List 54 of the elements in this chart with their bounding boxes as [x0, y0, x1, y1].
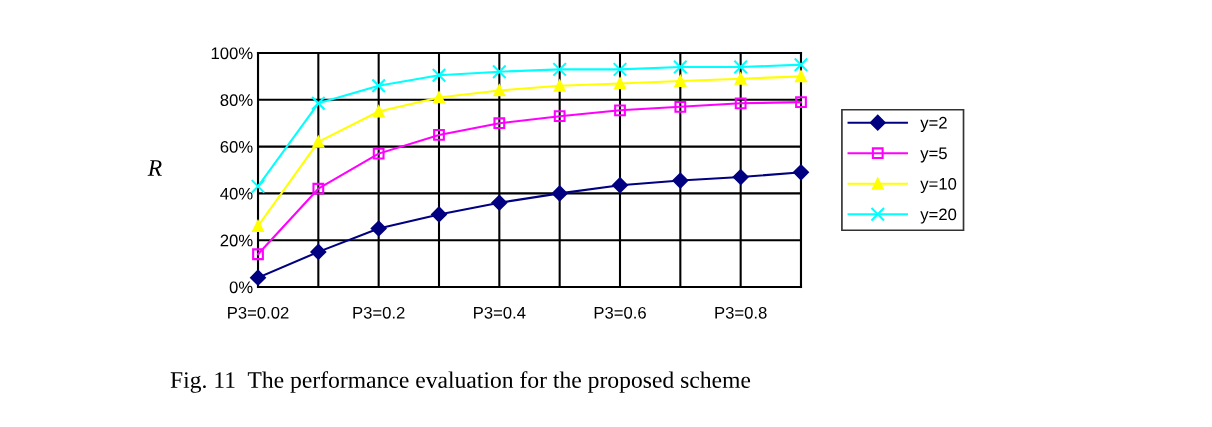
point [433, 129, 445, 141]
point [310, 243, 327, 260]
legend-label: y=5 [920, 147, 947, 163]
point [612, 62, 628, 77]
point [733, 59, 748, 75]
y-tick-label: 20% [220, 234, 253, 247]
point [734, 72, 747, 85]
point [793, 57, 809, 72]
y-axis-title: R [147, 160, 162, 176]
y-tick-label: 60% [220, 141, 253, 153]
point [793, 164, 809, 181]
point [312, 182, 325, 195]
point [372, 105, 385, 118]
legend-label: y=20 [920, 208, 957, 224]
point [614, 104, 626, 117]
point [614, 77, 626, 90]
legend-label: y=10 [920, 177, 957, 194]
point [612, 177, 628, 194]
point [795, 70, 807, 83]
point [552, 62, 567, 77]
point [433, 91, 445, 104]
x-tick-label: P3=0.2 [353, 306, 405, 319]
legend-label: y=2 [920, 116, 947, 132]
point [672, 172, 689, 189]
y-tick-label: 100% [211, 47, 253, 60]
point [311, 96, 326, 111]
point [493, 117, 506, 130]
point [553, 79, 566, 92]
point [493, 84, 506, 97]
point [491, 194, 508, 211]
y-tick-label: 0% [229, 281, 253, 294]
x-tick-label: P3=0.8 [715, 306, 767, 319]
x-tick-label: P3=0.4 [474, 306, 526, 319]
point [371, 78, 386, 94]
y-tick-label: 80% [220, 94, 253, 106]
point [431, 67, 447, 83]
point [252, 248, 264, 261]
y-tick-label: 40% [220, 187, 253, 200]
point [492, 64, 507, 80]
point [734, 97, 747, 110]
point [372, 147, 385, 160]
x-tick-label: P3=0.02 [228, 306, 289, 319]
point [370, 220, 387, 237]
point [551, 185, 568, 202]
point [553, 110, 566, 123]
point [674, 100, 687, 113]
point [732, 169, 749, 185]
point [674, 75, 687, 87]
point [431, 206, 447, 223]
point [795, 96, 807, 109]
caption: Fig. 11 The performance evaluation for the proposed scheme [170, 371, 751, 393]
point [673, 59, 688, 75]
point [252, 220, 264, 233]
x-tick-label: P3=0.6 [594, 306, 646, 319]
